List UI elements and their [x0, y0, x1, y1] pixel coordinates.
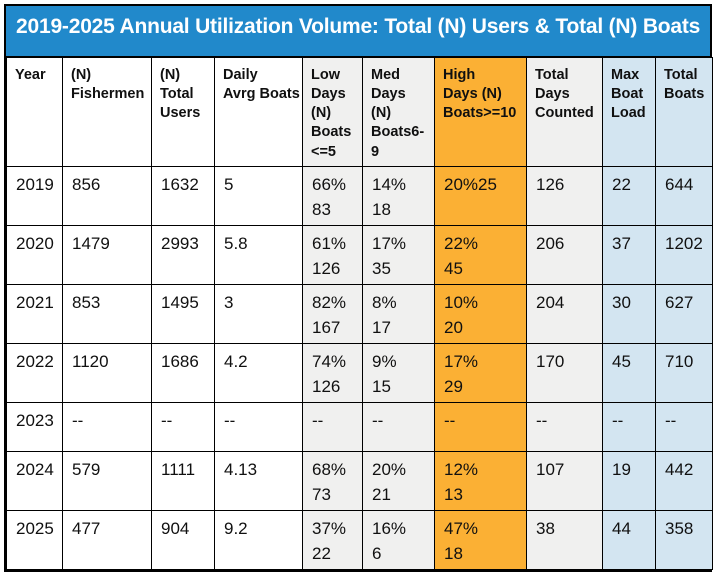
- cell-2019-year: 2019: [6, 165, 63, 226]
- column-header-year: Year: [6, 57, 63, 167]
- cell-2019-low-days-boats: 66% 83: [302, 165, 363, 226]
- cell-2020-low-days-boats: 61% 126: [302, 224, 363, 285]
- cell-2025-max-boat-load: 44: [602, 509, 656, 570]
- table-row-2021: 2021 853 1495 3 82% 167 8% 17 10% 20 204 30 627: [6, 283, 713, 344]
- cell-2020-total-days-counted: 206: [526, 224, 603, 285]
- cell-2022-total-days-counted: 170: [526, 342, 603, 403]
- table-row-2025: 2025 477 904 9.2 37% 22 16% 6 47% 18 38 44 358: [6, 509, 713, 570]
- cell-2024-daily-avrg-boats: 4.13: [214, 450, 303, 511]
- cell-2025-total-boats: 358: [655, 509, 713, 570]
- cell-2020-n-fishermen: 1479: [62, 224, 152, 285]
- table-row-2019: 2019 856 1632 5 66% 83 14% 18 20%25 126 22 644: [6, 165, 713, 226]
- cell-2020-total-boats: 1202: [655, 224, 713, 285]
- cell-2019-n-fishermen: 856: [62, 165, 152, 226]
- cell-2020-year: 2020: [6, 224, 63, 285]
- column-header-med-days-boats: Med Days (N) Boats6- 9: [362, 57, 435, 167]
- cell-2023-daily-avrg-boats: --: [214, 401, 303, 452]
- cell-2025-year: 2025: [6, 509, 63, 570]
- cell-2024-low-days-boats: 68% 73: [302, 450, 363, 511]
- cell-2021-n-fishermen: 853: [62, 283, 152, 344]
- cell-2025-med-days-boats: 16% 6: [362, 509, 435, 570]
- cell-2020-high-days-boats: 22% 45: [434, 224, 527, 285]
- cell-2021-n-total-users: 1495: [151, 283, 215, 344]
- cell-2019-high-days-boats: 20%25: [434, 165, 527, 226]
- cell-2023-low-days-boats: --: [302, 401, 363, 452]
- cell-2025-low-days-boats: 37% 22: [302, 509, 363, 570]
- cell-2024-med-days-boats: 20% 21: [362, 450, 435, 511]
- cell-2020-daily-avrg-boats: 5.8: [214, 224, 303, 285]
- column-header-total-days-counted: Total Days Counted: [526, 57, 603, 167]
- title-bar: 2019-2025 Annual Utilization Volume: Tot…: [6, 6, 710, 57]
- cell-2022-year: 2022: [6, 342, 63, 403]
- cell-2023-total-boats: --: [655, 401, 713, 452]
- table-row-2024: 2024 579 1111 4.13 68% 73 20% 21 12% 13 107 19 44…: [6, 450, 713, 511]
- column-header-n-fishermen: (N) Fishermen: [62, 57, 152, 167]
- cell-2024-n-total-users: 1111: [151, 450, 215, 511]
- table-body: 2019 856 1632 5 66% 83 14% 18 20%25 126 22 644 202…: [6, 165, 713, 570]
- cell-2021-year: 2021: [6, 283, 63, 344]
- cell-2022-med-days-boats: 9% 15: [362, 342, 435, 403]
- cell-2020-n-total-users: 2993: [151, 224, 215, 285]
- cell-2020-med-days-boats: 17% 35: [362, 224, 435, 285]
- cell-2024-year: 2024: [6, 450, 63, 511]
- cell-2025-daily-avrg-boats: 9.2: [214, 509, 303, 570]
- cell-2022-max-boat-load: 45: [602, 342, 656, 403]
- cell-2023-med-days-boats: --: [362, 401, 435, 452]
- cell-2021-total-boats: 627: [655, 283, 713, 344]
- page-title: 2019-2025 Annual Utilization Volume: Tot…: [16, 15, 701, 38]
- cell-2020-max-boat-load: 37: [602, 224, 656, 285]
- table-row-2022: 2022 1120 1686 4.2 74% 126 9% 15 17% 29 170 45 71…: [6, 342, 713, 403]
- cell-2025-total-days-counted: 38: [526, 509, 603, 570]
- cell-2019-med-days-boats: 14% 18: [362, 165, 435, 226]
- header-row: Year (N) Fishermen (N) Total Users Daily Av…: [6, 57, 713, 167]
- cell-2024-total-days-counted: 107: [526, 450, 603, 511]
- cell-2021-total-days-counted: 204: [526, 283, 603, 344]
- cell-2022-low-days-boats: 74% 126: [302, 342, 363, 403]
- cell-2024-high-days-boats: 12% 13: [434, 450, 527, 511]
- column-header-n-total-users: (N) Total Users: [151, 57, 215, 167]
- cell-2019-n-total-users: 1632: [151, 165, 215, 226]
- cell-2019-daily-avrg-boats: 5: [214, 165, 303, 226]
- cell-2023-year: 2023: [6, 401, 63, 452]
- column-header-high-days-boats: High Days (N) Boats>=10: [434, 57, 527, 167]
- cell-2025-high-days-boats: 47% 18: [434, 509, 527, 570]
- column-header-total-boats: Total Boats: [655, 57, 713, 167]
- cell-2023-n-total-users: --: [151, 401, 215, 452]
- column-header-max-boat-load: Max Boat Load: [602, 57, 656, 167]
- cell-2023-max-boat-load: --: [602, 401, 656, 452]
- cell-2019-total-boats: 644: [655, 165, 713, 226]
- cell-2022-n-fishermen: 1120: [62, 342, 152, 403]
- table-row-2023: 2023 -- -- -- -- -- -- -- -- --: [6, 401, 713, 452]
- table-frame: 2019-2025 Annual Utilization Volume: Tot…: [4, 4, 713, 572]
- cell-2022-high-days-boats: 17% 29: [434, 342, 527, 403]
- cell-2024-max-boat-load: 19: [602, 450, 656, 511]
- cell-2024-total-boats: 442: [655, 450, 713, 511]
- cell-2023-high-days-boats: --: [434, 401, 527, 452]
- cell-2019-total-days-counted: 126: [526, 165, 603, 226]
- cell-2025-n-total-users: 904: [151, 509, 215, 570]
- cell-2022-total-boats: 710: [655, 342, 713, 403]
- cell-2019-max-boat-load: 22: [602, 165, 656, 226]
- cell-2021-low-days-boats: 82% 167: [302, 283, 363, 344]
- cell-2025-n-fishermen: 477: [62, 509, 152, 570]
- cell-2021-daily-avrg-boats: 3: [214, 283, 303, 344]
- utilization-table: Year (N) Fishermen (N) Total Users Daily Av…: [6, 57, 713, 570]
- column-header-low-days-boats: Low Days (N) Boats <=5: [302, 57, 363, 167]
- cell-2021-high-days-boats: 10% 20: [434, 283, 527, 344]
- cell-2023-total-days-counted: --: [526, 401, 603, 452]
- cell-2023-n-fishermen: --: [62, 401, 152, 452]
- cell-2024-n-fishermen: 579: [62, 450, 152, 511]
- table-row-2020: 2020 1479 2993 5.8 61% 126 17% 35 22% 45 206 37 1…: [6, 224, 713, 285]
- cell-2022-daily-avrg-boats: 4.2: [214, 342, 303, 403]
- cell-2021-max-boat-load: 30: [602, 283, 656, 344]
- column-header-daily-avrg-boats: Daily Avrg Boats: [214, 57, 303, 167]
- cell-2021-med-days-boats: 8% 17: [362, 283, 435, 344]
- cell-2022-n-total-users: 1686: [151, 342, 215, 403]
